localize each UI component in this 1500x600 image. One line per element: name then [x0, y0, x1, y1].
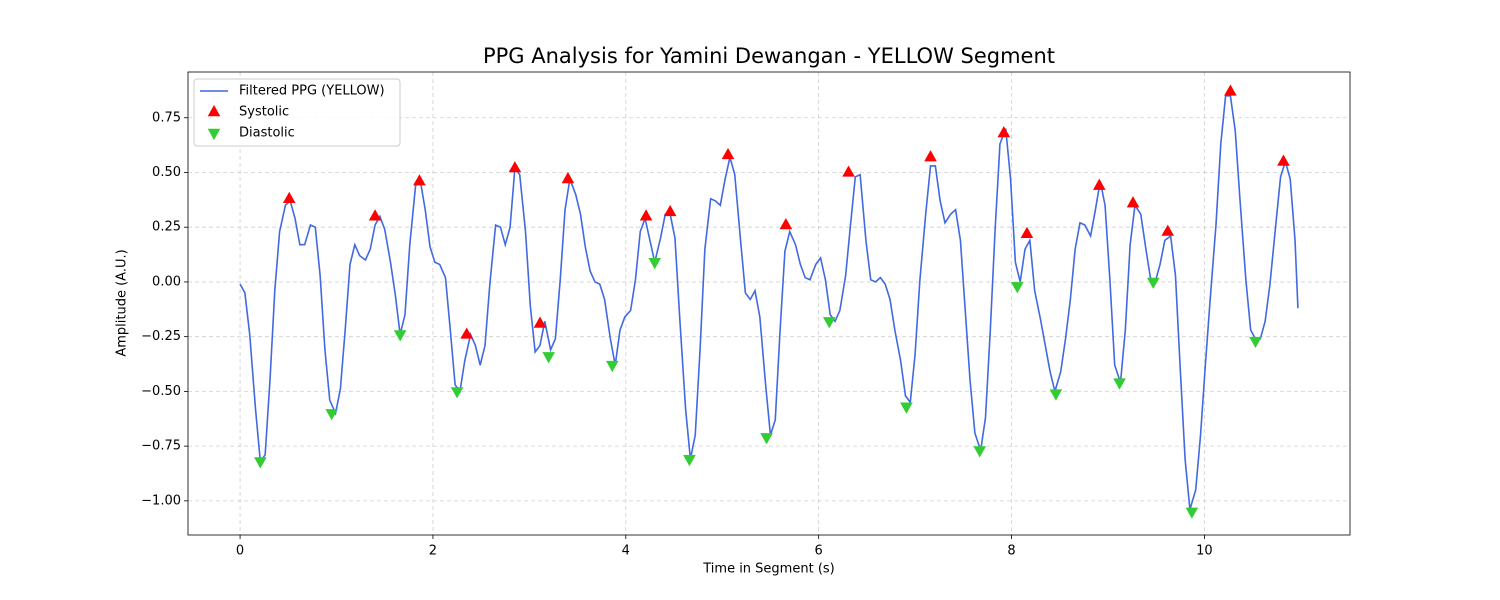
x-tick-label: 4	[622, 544, 630, 559]
peak-marker	[1020, 226, 1034, 238]
y-tick-label: −1.00	[141, 493, 181, 508]
y-tick-label: −0.75	[141, 439, 181, 454]
peak-marker	[1126, 196, 1140, 208]
legend-label: Systolic	[239, 105, 289, 120]
y-tick-label: −0.50	[141, 384, 181, 399]
peak-marker	[1249, 336, 1262, 349]
peak-marker	[605, 360, 619, 373]
peak-marker	[1146, 277, 1160, 289]
y-tick-label: 0.50	[152, 165, 181, 180]
peak-marker	[900, 402, 913, 414]
peak-marker	[254, 457, 267, 469]
y-tick-label: −0.25	[141, 329, 181, 344]
x-tick-label: 10	[1196, 544, 1213, 559]
peak-marker	[1224, 84, 1237, 96]
legend-box	[193, 78, 401, 147]
peak-marker	[973, 446, 987, 458]
legend: Filtered PPG (YELLOW) Systolic Diastolic	[193, 78, 401, 147]
peak-marker	[1092, 178, 1106, 190]
peak-marker	[683, 455, 696, 467]
peak-marker	[1049, 389, 1063, 401]
y-tick-label: 0.25	[152, 220, 181, 235]
peak-marker	[1113, 378, 1126, 390]
y-tick-label: 0.75	[152, 110, 181, 125]
peak-marker	[1185, 507, 1199, 519]
legend-label: Diastolic	[239, 126, 295, 141]
peak-marker	[924, 150, 937, 162]
peak-marker	[842, 165, 855, 177]
peak-marker	[648, 258, 662, 270]
legend-swatch	[207, 128, 221, 140]
x-axis-label: Time in Segment (s)	[702, 562, 834, 577]
chart-title: PPG Analysis for Yamini Dewangan - YELLO…	[483, 44, 1055, 68]
legend-swatch	[207, 105, 221, 117]
peak-marker	[997, 126, 1011, 138]
x-tick-label: 2	[429, 544, 437, 559]
peak-marker	[282, 191, 296, 203]
peak-marker	[460, 327, 473, 339]
peak-marker	[508, 161, 522, 173]
peak-marker	[1277, 154, 1290, 166]
y-axis-label: Amplitude (A.U.)	[115, 249, 130, 356]
peak-marker	[760, 433, 773, 445]
peak-marker	[325, 409, 338, 421]
legend-label: Filtered PPG (YELLOW)	[239, 84, 385, 99]
x-tick-label: 8	[1007, 544, 1015, 559]
x-tick-label: 0	[236, 544, 244, 559]
peak-marker	[542, 352, 555, 364]
plot-frame	[187, 71, 1351, 536]
peak-marker	[393, 330, 407, 342]
peak-marker	[822, 317, 836, 329]
peak-marker	[721, 147, 735, 160]
peak-marker	[450, 387, 464, 399]
peak-marker	[1161, 224, 1175, 236]
peak-marker	[1011, 282, 1024, 294]
peak-marker	[533, 316, 547, 328]
peak-marker	[779, 218, 793, 230]
peak-marker	[413, 174, 426, 186]
peak-marker	[561, 172, 575, 184]
peak-marker	[368, 209, 382, 221]
peak-marker	[663, 204, 677, 217]
x-tick-label: 6	[815, 544, 823, 559]
y-tick-label: 0.00	[152, 274, 181, 289]
peak-marker	[639, 209, 653, 221]
